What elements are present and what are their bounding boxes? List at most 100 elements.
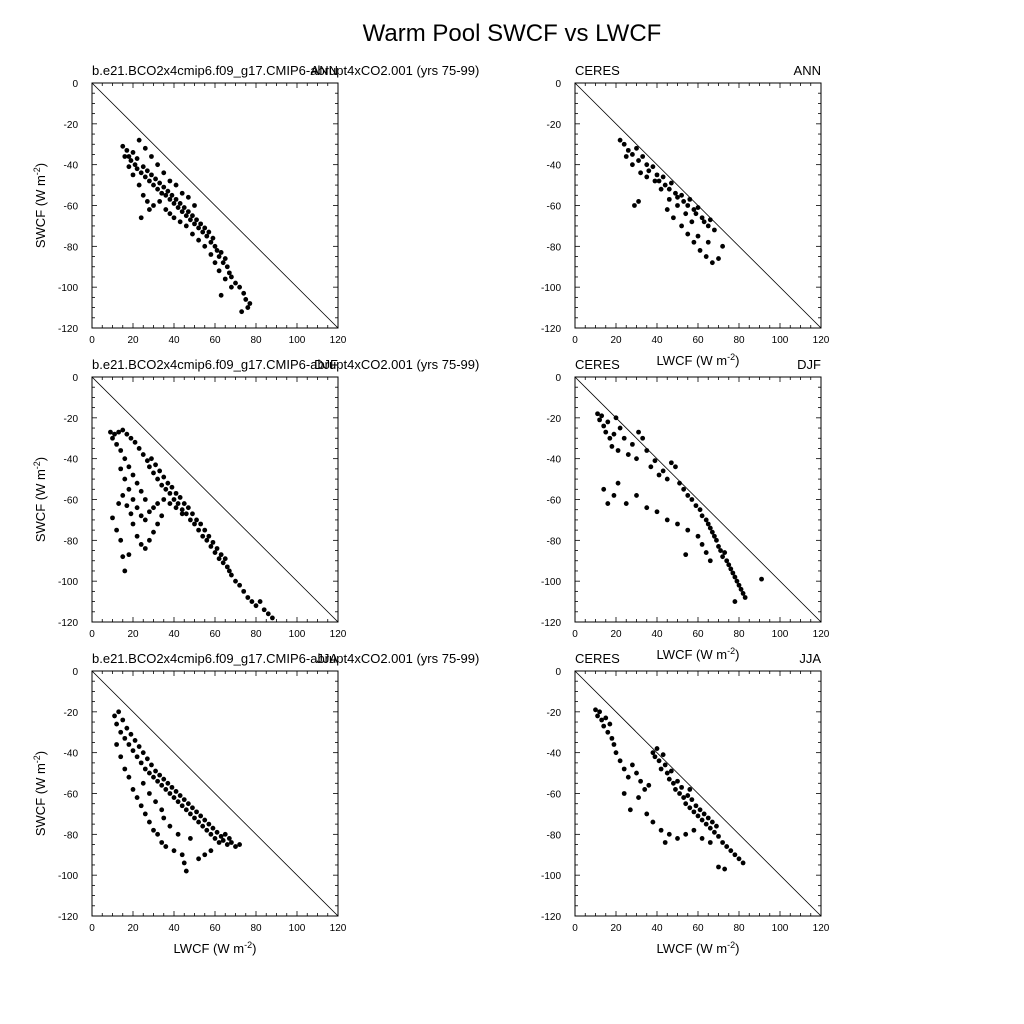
scatter-point [595, 411, 600, 417]
scatter-point [703, 254, 709, 259]
scatter-point [155, 186, 161, 192]
y-tick-label: 0 [555, 667, 561, 678]
scatter-point [687, 196, 693, 202]
scatter-point [609, 735, 615, 741]
scatter-point [625, 452, 631, 457]
scatter-point [196, 225, 202, 231]
scatter-point [138, 513, 144, 519]
reference-line [574, 376, 822, 623]
scatter-point [118, 537, 124, 543]
scatter-point [226, 270, 232, 276]
scatter-point [675, 203, 680, 208]
scatter-point [720, 243, 725, 249]
panel-2: 0 20 40 60 80 100 120 0 -20 -40 -60 -80 -100 -120 CERE… [541, 63, 830, 368]
scatter-point [210, 539, 216, 545]
y-tick-label: -100 [541, 871, 561, 882]
scatter-point [677, 480, 682, 486]
scatter-point [693, 803, 699, 809]
y-tick-label: -40 [547, 161, 562, 172]
scatter-point [638, 778, 643, 784]
scatter-point [226, 568, 232, 574]
scatter-point [222, 256, 228, 261]
y-tick-label: -40 [64, 161, 79, 172]
scatter-point [709, 819, 715, 825]
scatter-point [656, 178, 662, 184]
scatter-point [112, 713, 117, 719]
x-tick-label: 0 [89, 335, 95, 346]
panel-model-label: b.e21.BCO2x4cmip6.f09_g17.CMIP6-abrupt4x… [92, 357, 479, 372]
scatter-point [241, 588, 247, 594]
x-tick-label: 120 [813, 629, 830, 640]
scatter-point [118, 754, 124, 760]
scatter-point [605, 419, 611, 425]
scatter-point [636, 158, 641, 163]
scatter-point [122, 568, 128, 574]
scatter-point [634, 770, 639, 776]
scatter-point [181, 205, 187, 210]
scatter-point [621, 791, 627, 796]
scatter-point [229, 572, 234, 578]
scatter-point [732, 852, 738, 858]
y-tick-label: -40 [547, 455, 562, 466]
scatter-point [124, 431, 130, 437]
panel-season-label: JJA [316, 651, 338, 666]
scatter-point [126, 486, 132, 492]
scatter-point [122, 766, 128, 772]
scatter-point [732, 599, 738, 604]
scatter-point [634, 493, 639, 498]
scatter-point [675, 194, 680, 200]
scatter-point [161, 184, 167, 190]
scatter-point [136, 137, 142, 143]
scatter-point [185, 209, 191, 215]
x-tick-label: 20 [610, 335, 622, 346]
y-tick-label: -120 [541, 324, 561, 335]
scatter-point [683, 552, 689, 558]
scatter-point [644, 448, 650, 453]
scatter-point [140, 780, 146, 786]
scatter-point [138, 488, 144, 494]
scatter-point [679, 192, 684, 198]
x-tick-label: 120 [330, 923, 347, 934]
scatter-point [188, 811, 193, 817]
scatter-point [695, 533, 701, 539]
scatter-point [190, 213, 195, 219]
scatter-point [110, 435, 115, 441]
scatter-point [605, 501, 611, 506]
scatter-point [707, 840, 713, 845]
scatter-point [169, 192, 175, 198]
scatter-point [222, 831, 228, 837]
scatter-point [718, 548, 723, 553]
scatter-point [202, 817, 208, 823]
scatter-point [183, 807, 189, 813]
scatter-point [716, 544, 721, 549]
scatter-point [179, 803, 185, 809]
scatter-point [173, 196, 179, 202]
scatter-point [261, 607, 267, 613]
scatter-point [615, 480, 621, 486]
scatter-point [116, 501, 122, 506]
scatter-point [181, 797, 187, 803]
scatter-point [740, 591, 746, 596]
x-axis-label: LWCF (W m-2) [174, 940, 257, 956]
scatter-point [181, 860, 187, 866]
scatter-point [636, 199, 641, 204]
scatter-point [654, 172, 660, 178]
scatter-point [192, 203, 197, 208]
scatter-point [194, 217, 199, 223]
scatter-point [222, 556, 228, 562]
scatter-point [237, 842, 243, 847]
x-tick-label: 40 [651, 629, 663, 640]
scatter-point [265, 611, 271, 617]
scatter-point [159, 190, 165, 196]
scatter-point [165, 480, 171, 486]
scatter-point [611, 742, 617, 747]
scatter-point [190, 805, 195, 811]
scatter-point [206, 821, 212, 827]
scatter-point [147, 770, 152, 776]
scatter-point [650, 750, 656, 756]
scatter-point [122, 735, 128, 741]
scatter-point [167, 211, 173, 217]
scatter-point [144, 458, 150, 464]
scatter-point [660, 174, 666, 180]
scatter-point [697, 507, 703, 513]
